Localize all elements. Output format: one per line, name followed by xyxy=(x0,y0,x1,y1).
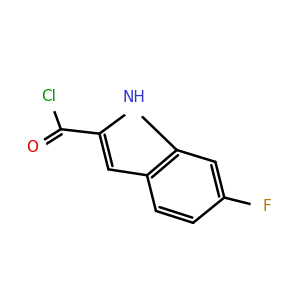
Text: Cl: Cl xyxy=(41,89,56,104)
Text: F: F xyxy=(263,199,272,214)
Text: O: O xyxy=(27,140,39,154)
Text: NH: NH xyxy=(122,90,145,105)
